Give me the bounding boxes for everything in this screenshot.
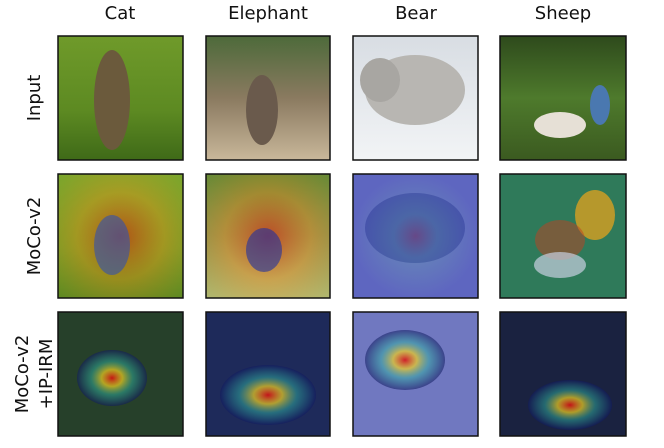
row-label: +IP-IRM: [36, 339, 57, 410]
row-label: Input: [24, 75, 45, 122]
heatmap-image: [205, 311, 331, 437]
column-header: Bear: [395, 3, 437, 24]
heatmap-image: [352, 311, 479, 437]
row-label: MoCo-v2: [12, 335, 33, 414]
heatmap-image: [205, 173, 331, 299]
column-header: Sheep: [535, 3, 591, 24]
heatmap-image: [57, 173, 184, 299]
row-label: MoCo-v2: [24, 197, 45, 276]
column-header: Cat: [105, 3, 136, 24]
column-header: Elephant: [228, 3, 308, 24]
heatmap-image: [57, 311, 184, 437]
heatmap-image: [499, 311, 627, 437]
heatmap-image: [499, 173, 627, 299]
image: [352, 35, 479, 161]
image: [499, 35, 627, 161]
image: [57, 35, 184, 161]
heatmap-image: [352, 173, 479, 299]
image: [205, 35, 331, 161]
